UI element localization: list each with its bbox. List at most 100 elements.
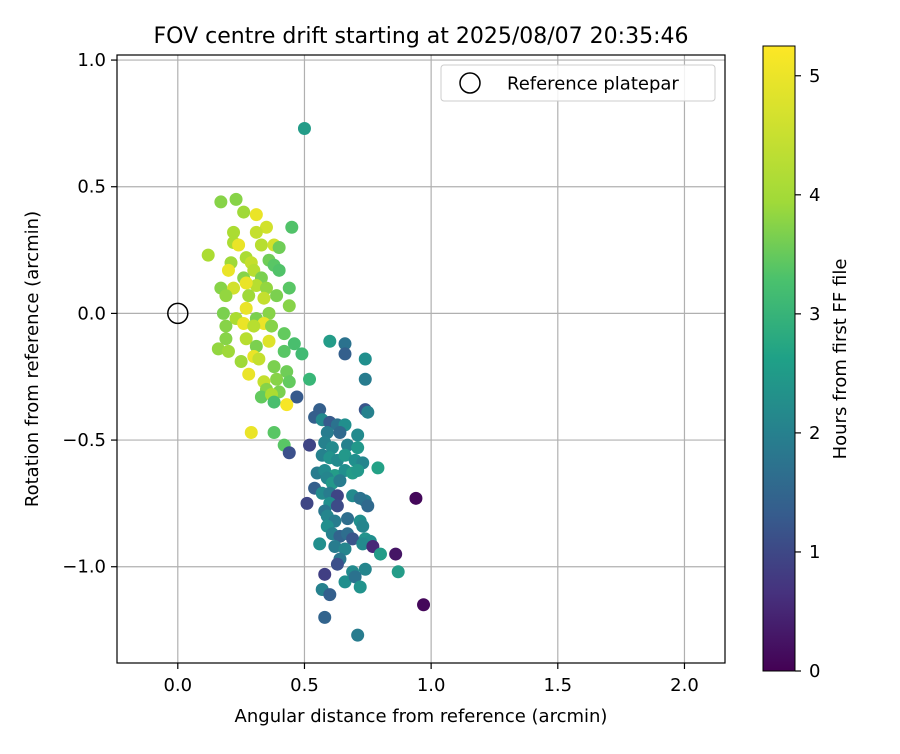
data-point (297, 121, 311, 135)
data-point (351, 428, 365, 442)
data-point (358, 352, 372, 366)
data-point (219, 332, 233, 346)
y-tick-label: 0.5 (77, 177, 106, 198)
data-point (300, 496, 314, 510)
data-point (254, 238, 268, 252)
data-point (232, 238, 246, 252)
data-point (373, 547, 387, 561)
data-point (282, 375, 296, 389)
data-point (287, 337, 301, 351)
colorbar-tick-label: 3 (809, 304, 820, 325)
legend-box (440, 64, 716, 102)
data-point (290, 390, 304, 404)
data-point (323, 334, 337, 348)
x-tick-label: 2.0 (670, 675, 699, 696)
colorbar-tick-label: 1 (809, 542, 820, 563)
data-point (295, 347, 309, 361)
data-point (227, 225, 241, 239)
data-point (262, 306, 276, 320)
legend-marker-reference (459, 72, 481, 94)
chart-title: FOV centre drift starting at 2025/08/07 … (154, 24, 689, 49)
data-point (221, 344, 235, 358)
data-point (338, 448, 352, 462)
data-point (333, 425, 347, 439)
data-point (389, 547, 403, 561)
data-point (358, 562, 372, 576)
data-point (303, 438, 317, 452)
x-tick-label: 0.5 (290, 675, 319, 696)
data-point (272, 263, 286, 277)
data-point (259, 281, 273, 295)
data-point (351, 441, 365, 455)
data-point (303, 372, 317, 386)
data-point (356, 537, 370, 551)
data-point (409, 491, 423, 505)
data-point (348, 570, 362, 584)
data-point (237, 317, 251, 331)
data-point (216, 306, 230, 320)
data-point (351, 463, 365, 477)
x-tick-label: 1.0 (417, 675, 446, 696)
data-point (282, 299, 296, 313)
data-point (211, 342, 225, 356)
data-point (282, 446, 296, 460)
data-point (280, 365, 294, 379)
data-point (282, 281, 296, 295)
data-point (361, 499, 375, 513)
x-tick-label: 1.5 (543, 675, 572, 696)
data-point (259, 220, 273, 234)
colorbar-label: Hours from first FF file (830, 259, 851, 460)
y-tick-label: 1.0 (77, 50, 106, 71)
data-point (280, 398, 294, 412)
data-point (318, 610, 332, 624)
data-point (221, 263, 235, 277)
y-axis-label: Rotation from reference (arcmin) (22, 211, 43, 507)
data-point (346, 532, 360, 546)
data-point (267, 395, 281, 409)
y-tick-label: −1.0 (62, 557, 106, 578)
data-point (285, 220, 299, 234)
x-tick-label: 0.0 (163, 675, 192, 696)
data-point (417, 598, 431, 612)
data-point (214, 195, 228, 209)
colorbar-tick-label: 2 (809, 423, 820, 444)
legend: Reference platepar (440, 64, 716, 102)
data-point (338, 347, 352, 361)
data-point (239, 301, 253, 315)
colorbar-tick-label: 0 (809, 661, 820, 682)
scatter-points (167, 121, 431, 642)
data-point (277, 344, 291, 358)
data-point (325, 441, 339, 455)
data-point (242, 289, 256, 303)
data-point (234, 355, 248, 369)
x-axis-label: Angular distance from reference (arcmin) (235, 706, 608, 727)
data-point (361, 405, 375, 419)
data-point (219, 319, 233, 333)
colorbar-tick-label: 4 (809, 185, 820, 206)
colorbar-tick-label: 5 (809, 66, 820, 87)
data-point (341, 438, 355, 452)
data-point (229, 192, 243, 206)
y-tick-label: 0.0 (77, 303, 106, 324)
data-point (318, 567, 332, 581)
data-point (338, 575, 352, 589)
data-point (330, 499, 344, 513)
data-point (257, 291, 271, 305)
data-point (249, 339, 263, 353)
data-point (391, 565, 405, 579)
data-point (239, 276, 253, 290)
data-point (237, 205, 251, 219)
reference-marker (167, 302, 189, 325)
data-point (313, 537, 327, 551)
data-point (267, 360, 281, 374)
y-axis-ticks: 1.0 0.5 0.0 −0.5 −1.0 (62, 50, 117, 578)
data-point (272, 241, 286, 255)
x-axis-ticks: 0.0 0.5 1.0 1.5 2.0 (163, 663, 699, 696)
data-point (252, 352, 266, 366)
data-point (270, 289, 284, 303)
data-point (358, 372, 372, 386)
y-tick-label: −0.5 (62, 430, 106, 451)
data-point (330, 557, 344, 571)
